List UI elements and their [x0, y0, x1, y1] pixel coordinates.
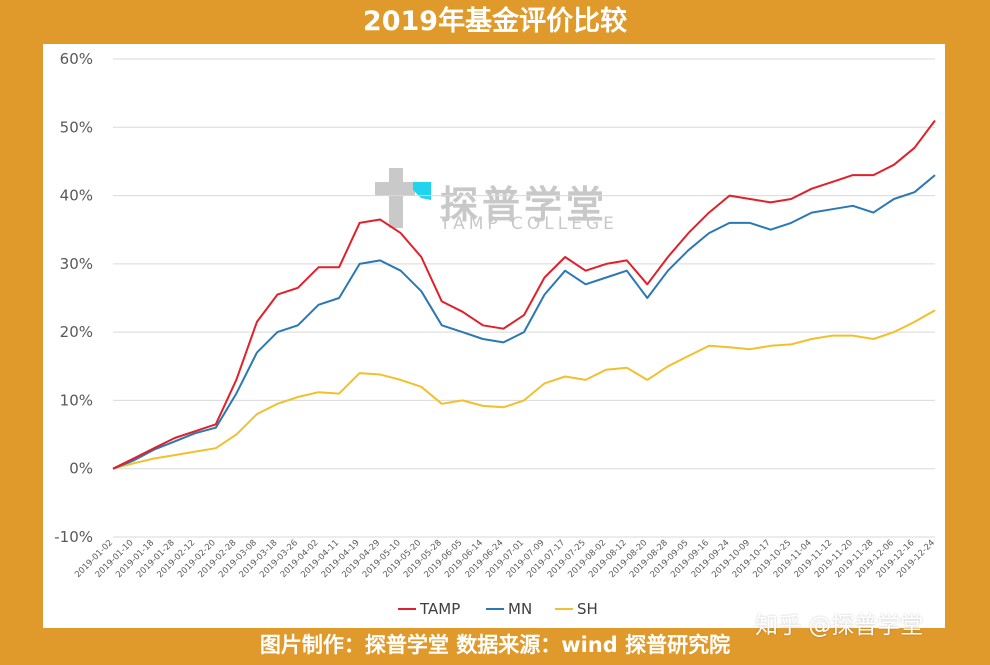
legend-label-tamp: TAMP	[420, 600, 461, 618]
y-tick-label: 30%	[60, 255, 93, 273]
zhihu-watermark: 知乎 @探普学堂	[755, 613, 924, 639]
legend: TAMP MN SH	[398, 598, 638, 620]
series-line-sh	[112, 309, 936, 470]
legend-swatch-sh	[555, 608, 573, 610]
y-tick-label: 40%	[60, 187, 93, 205]
legend-swatch-tamp	[398, 608, 416, 610]
y-tick-label: 0%	[69, 460, 93, 478]
footer-source: 图片制作：探普学堂 数据来源：wind 探普研究院	[259, 633, 731, 657]
tamp-logo-icon	[375, 168, 431, 228]
page-title: 2019年基金评价比较	[362, 6, 628, 37]
y-tick-label: -10%	[54, 528, 93, 546]
legend-label-sh: SH	[577, 600, 598, 618]
y-tick-label: 50%	[60, 118, 93, 136]
series-line-mn	[112, 174, 936, 470]
legend-label-mn: MN	[508, 600, 533, 618]
watermark-en: TAMP COLLEGE	[440, 214, 618, 234]
chart-panel	[43, 44, 945, 628]
y-tick-label: 60%	[60, 50, 93, 68]
series-line-tamp	[112, 119, 936, 470]
watermark-cn: 探普学堂	[440, 183, 609, 227]
y-tick-label: 20%	[60, 323, 93, 341]
legend-swatch-mn	[486, 608, 504, 610]
y-tick-label: 10%	[60, 391, 93, 409]
